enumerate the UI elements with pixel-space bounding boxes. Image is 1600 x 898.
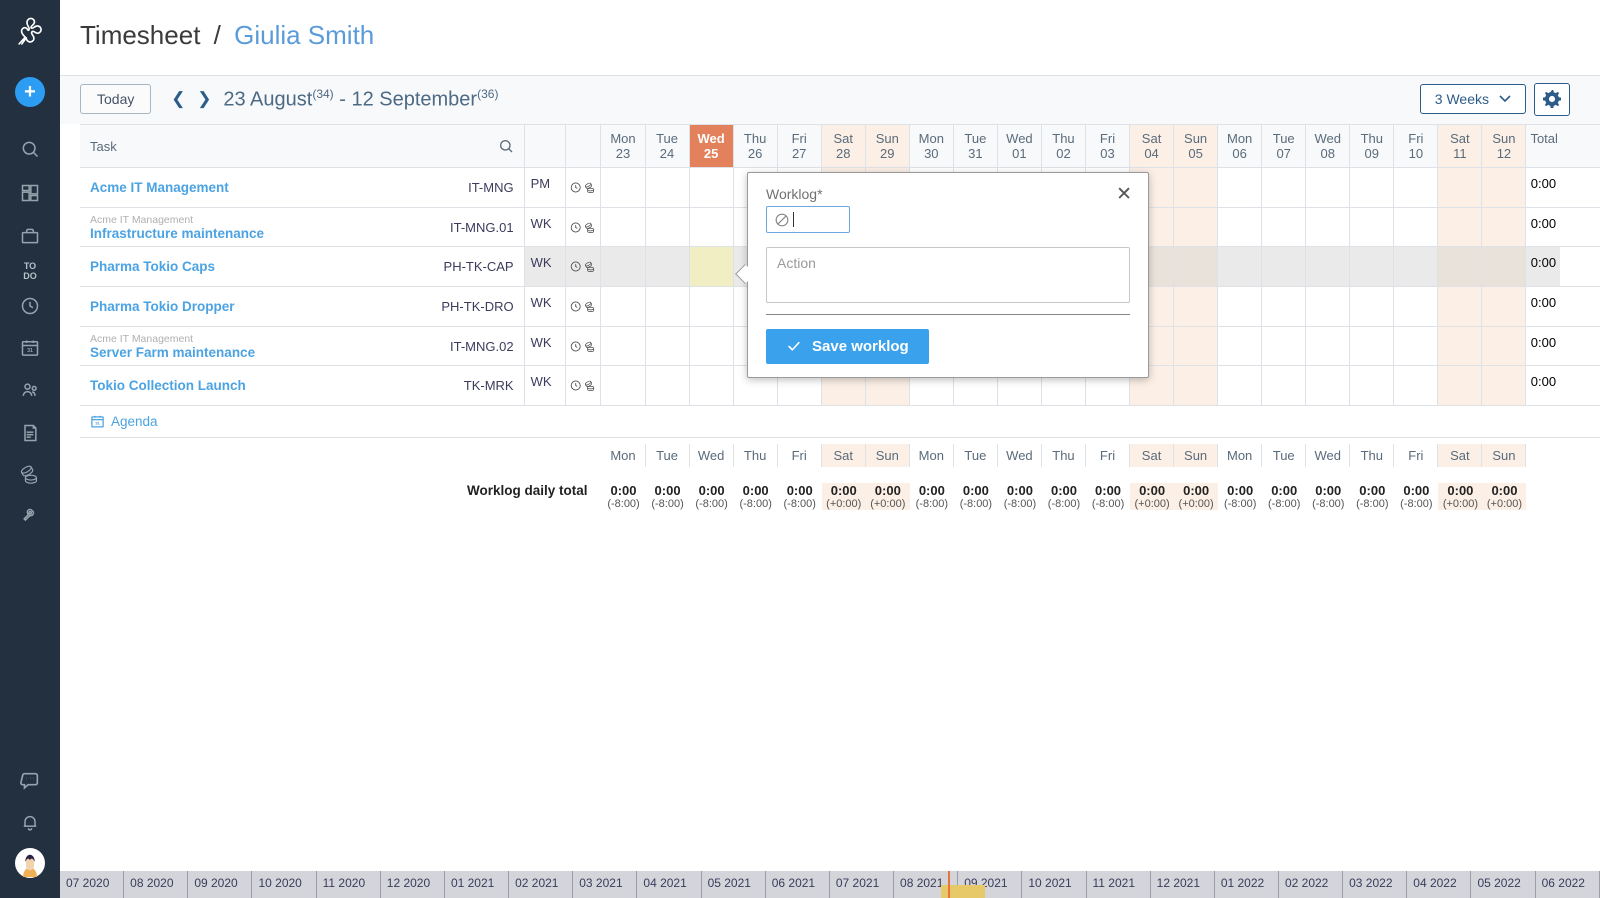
svg-text:31: 31: [95, 421, 100, 426]
svg-text:31: 31: [27, 348, 33, 354]
